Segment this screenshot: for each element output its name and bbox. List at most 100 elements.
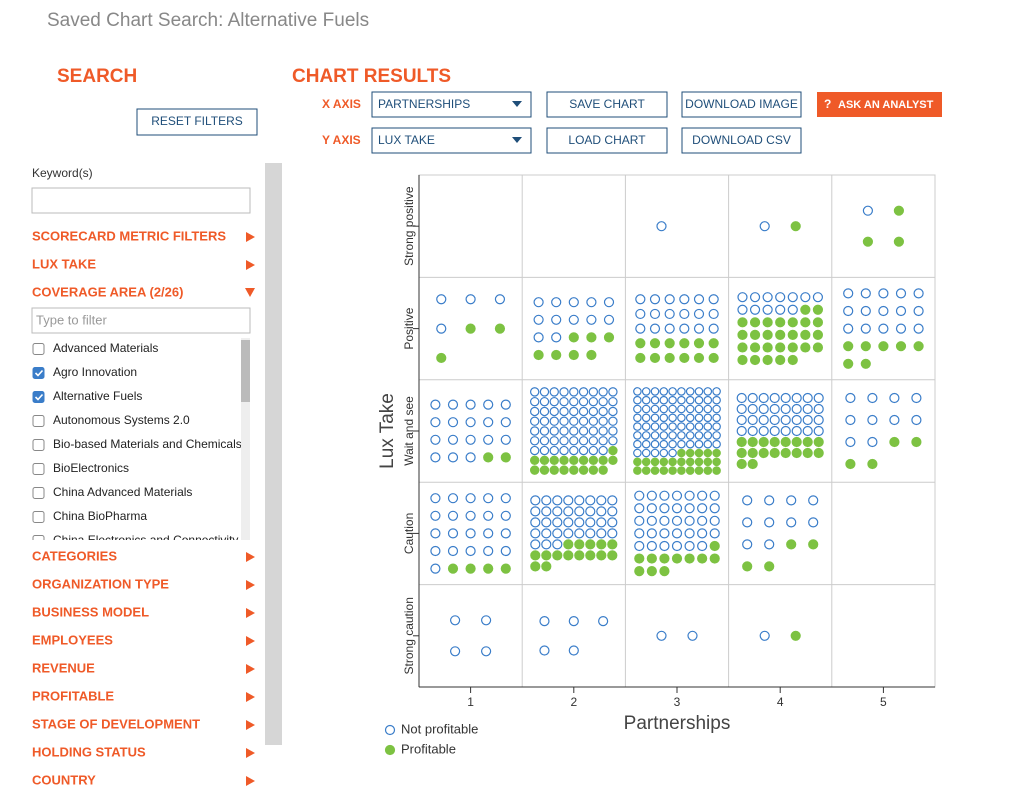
dot <box>447 493 459 504</box>
dot <box>634 515 645 526</box>
filter-heading[interactable]: SCORECARD METRIC FILTERS <box>32 228 226 243</box>
filter-heading[interactable]: LUX TAKE <box>32 256 96 271</box>
checkmark <box>34 369 44 377</box>
dot <box>668 448 677 458</box>
dot <box>694 466 704 475</box>
dot <box>684 503 695 514</box>
button[interactable] <box>681 127 802 154</box>
checkbox[interactable] <box>32 487 45 499</box>
dot <box>913 305 924 317</box>
checkbox[interactable] <box>32 391 45 403</box>
x-select[interactable] <box>371 91 532 118</box>
dot <box>677 431 686 440</box>
dot <box>813 447 824 459</box>
dot <box>646 528 657 539</box>
dot <box>539 387 550 397</box>
dot <box>911 414 922 426</box>
dot <box>569 387 579 397</box>
dot <box>758 436 769 448</box>
checkbox[interactable] <box>32 511 45 523</box>
filter-heading[interactable]: PROFITABLE <box>32 688 114 703</box>
dot <box>694 395 704 405</box>
dot <box>500 545 511 557</box>
dot <box>483 528 494 539</box>
filter-heading[interactable]: STAGE OF DEVELOPMENT <box>32 716 200 731</box>
x-tick-label: 5 <box>880 695 887 709</box>
filter-heading[interactable]: BUSINESS MODEL <box>32 604 149 619</box>
dot <box>780 414 791 426</box>
y-select[interactable] <box>371 127 532 154</box>
dot <box>641 431 651 440</box>
x-tick-label: 3 <box>674 695 681 709</box>
dot <box>677 439 686 449</box>
y-tick-label: Strong caution <box>402 597 416 674</box>
dot <box>693 294 705 305</box>
dot <box>780 392 791 404</box>
button[interactable] <box>546 91 668 118</box>
dot <box>668 387 677 396</box>
dot <box>684 540 695 552</box>
dot <box>608 406 618 417</box>
dot <box>677 422 686 431</box>
sidebar-scrollbar[interactable] <box>265 163 282 745</box>
ask-button[interactable] <box>817 92 942 117</box>
dot <box>483 545 494 557</box>
dot <box>633 413 642 423</box>
dot <box>737 342 748 353</box>
dot <box>539 436 550 446</box>
dot <box>607 528 618 539</box>
checkbox[interactable] <box>32 439 45 451</box>
dot <box>533 297 544 308</box>
filter-heading[interactable]: ORGANIZATION TYPE <box>32 576 169 591</box>
dot <box>759 221 770 232</box>
dot <box>641 448 651 458</box>
dot <box>635 352 646 364</box>
filter-heading[interactable]: COUNTRY <box>32 772 96 787</box>
dot <box>649 294 661 305</box>
filter-heading[interactable]: EMPLOYEES <box>32 632 113 647</box>
dot <box>633 395 642 405</box>
coverage-filter-input[interactable] <box>31 307 251 334</box>
filter-heading[interactable]: COVERAGE AREA (2/26) <box>32 284 183 299</box>
dot <box>659 413 669 423</box>
dot <box>712 413 721 423</box>
dot <box>737 354 748 366</box>
dot <box>845 392 856 404</box>
checkbox[interactable] <box>32 463 45 475</box>
keyword-input[interactable] <box>31 187 251 214</box>
dot <box>867 458 878 470</box>
dot <box>483 399 494 410</box>
checkbox[interactable] <box>32 535 45 547</box>
dot <box>769 447 780 459</box>
dot <box>436 323 447 334</box>
list-scroll-thumb[interactable] <box>241 340 250 402</box>
dot <box>845 414 856 426</box>
reset-button[interactable] <box>136 108 258 136</box>
filter-heading[interactable]: REVENUE <box>32 660 95 675</box>
dot <box>569 455 579 466</box>
button[interactable] <box>681 91 802 118</box>
dot <box>574 528 585 539</box>
dot <box>843 341 854 352</box>
dot <box>568 616 579 627</box>
checkbox[interactable] <box>32 343 45 355</box>
dot <box>530 550 541 561</box>
chart: 1 2 3 4 5 Strong positive Positive Wait and see… <box>377 174 936 756</box>
dot <box>568 332 579 343</box>
dot <box>552 550 563 561</box>
x-tick-label: 4 <box>777 695 784 709</box>
filter-heading[interactable]: CATEGORIES <box>32 548 117 563</box>
dot <box>802 425 813 437</box>
dot <box>703 431 713 440</box>
button[interactable] <box>546 127 668 154</box>
dot <box>843 288 854 299</box>
checkbox[interactable] <box>32 415 45 427</box>
checkbox[interactable] <box>32 367 45 379</box>
dot <box>860 341 871 352</box>
dot <box>541 539 552 550</box>
filter-heading[interactable]: HOLDING STATUS <box>32 744 146 759</box>
dot <box>633 457 642 467</box>
collapse-arrow <box>246 776 255 786</box>
dot <box>709 540 720 552</box>
dot <box>641 439 651 449</box>
